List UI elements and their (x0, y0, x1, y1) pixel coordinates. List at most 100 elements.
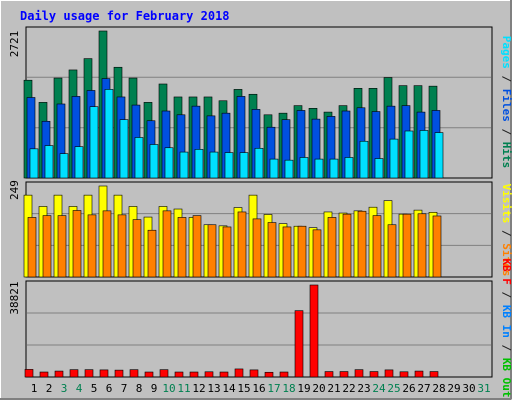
x-tick-label: 8 (136, 382, 143, 395)
bar-kb-f-day-22 (339, 371, 349, 378)
bar-kb-f-day-8 (129, 369, 139, 378)
bar-sites-day-16 (252, 218, 262, 278)
bar-pages-day-19 (299, 157, 309, 179)
bar-sites-day-3 (57, 215, 67, 278)
x-tick-label: 3 (61, 382, 68, 395)
bar-sites-day-10 (162, 210, 172, 278)
bar-pages-day-21 (329, 158, 339, 179)
x-tick-label: 5 (91, 382, 98, 395)
bar-pages-day-1 (29, 148, 39, 179)
bar-kb-f-day-18 (279, 371, 289, 378)
x-tick-label: 11 (177, 382, 190, 395)
top-panel-max-label: 2721 (8, 31, 21, 58)
bar-pages-day-16 (254, 147, 264, 179)
x-tick-label: 13 (207, 382, 220, 395)
mid-panel-legend: Visits / Sites (500, 184, 512, 277)
bar-kb-f-day-27 (414, 370, 424, 378)
bar-kb-f-day-6 (99, 369, 109, 378)
bar-sites-day-20 (312, 229, 322, 278)
bar-kb-f-day-4 (69, 369, 79, 378)
bar-pages-day-27 (419, 130, 429, 179)
bar-kb-f-day-14 (219, 371, 229, 378)
bar-sites-day-12 (192, 215, 202, 278)
bar-sites-day-21 (327, 217, 337, 278)
bar-pages-day-11 (179, 151, 189, 179)
bar-pages-day-6 (104, 89, 114, 179)
x-tick-label: 21 (327, 382, 340, 395)
x-tick-label: 25 (387, 382, 400, 395)
x-tick-label: 9 (151, 382, 158, 395)
bar-kb-f-day-13 (204, 371, 214, 378)
bar-sites-day-24 (372, 215, 382, 278)
x-tick-label: 6 (106, 382, 113, 395)
bar-pages-day-9 (149, 144, 159, 179)
bar-pages-day-24 (374, 158, 384, 179)
top-panel-legend: Pages / Files / Hits (500, 36, 512, 169)
x-tick-label: 2 (46, 382, 53, 395)
bar-pages-day-15 (239, 152, 249, 179)
bar-kb-f-day-3 (54, 370, 64, 378)
bar-sites-day-6 (102, 210, 112, 278)
bar-pages-day-28 (434, 132, 444, 179)
mid-panel-max-label: 249 (8, 180, 21, 200)
x-tick-label: 4 (76, 382, 83, 395)
bar-pages-day-2 (44, 145, 54, 179)
bar-sites-day-26 (402, 213, 412, 278)
bar-pages-day-13 (209, 151, 219, 179)
x-tick-label: 17 (267, 382, 280, 395)
bar-kb-f-day-5 (84, 369, 94, 378)
bar-kb-f-day-9 (144, 371, 154, 378)
bar-pages-day-4 (74, 146, 84, 179)
x-tick-label: 7 (121, 382, 128, 395)
bar-sites-day-25 (387, 224, 397, 278)
x-tick-label: 15 (237, 382, 250, 395)
bar-sites-day-14 (222, 226, 232, 278)
x-tick-label: 10 (162, 382, 175, 395)
bar-pages-day-20 (314, 158, 324, 179)
x-tick-label: 23 (357, 382, 370, 395)
bar-pages-day-25 (389, 138, 399, 179)
bar-kb-f-day-15 (234, 368, 244, 378)
bar-kb-f-day-17 (264, 371, 274, 378)
bar-sites-day-9 (147, 229, 157, 278)
bar-kb-f-day-21 (324, 371, 334, 378)
bar-sites-day-18 (282, 226, 292, 278)
x-tick-label: 20 (312, 382, 325, 395)
bar-sites-day-1 (27, 217, 37, 278)
bar-kb-f-day-28 (429, 371, 439, 378)
bar-sites-day-27 (417, 213, 427, 278)
bar-pages-day-8 (134, 137, 144, 179)
bar-kb-f-day-1 (24, 369, 34, 378)
bar-kb-f-day-10 (159, 369, 169, 378)
x-tick-label: 26 (402, 382, 415, 395)
bar-sites-day-5 (87, 214, 97, 278)
bar-sites-day-28 (432, 215, 442, 278)
x-tick-label: 27 (417, 382, 430, 395)
bar-pages-day-5 (89, 106, 99, 179)
bar-sites-day-17 (267, 222, 277, 278)
bar-sites-day-7 (117, 214, 127, 278)
x-tick-label: 16 (252, 382, 265, 395)
bar-kb-f-day-20 (309, 284, 319, 378)
x-tick-label: 1 (31, 382, 38, 395)
bar-pages-day-14 (224, 152, 234, 179)
bar-sites-day-13 (207, 224, 217, 278)
chart-title: Daily usage for February 2018 (20, 9, 230, 23)
bar-pages-day-26 (404, 130, 414, 179)
bar-kb-f-day-23 (354, 369, 364, 378)
x-tick-label: 12 (192, 382, 205, 395)
bar-kb-f-day-2 (39, 371, 49, 378)
bar-sites-day-22 (342, 213, 352, 278)
bar-sites-day-2 (42, 215, 52, 278)
bar-pages-day-12 (194, 149, 204, 179)
x-tick-label: 30 (462, 382, 475, 395)
bar-sites-day-15 (237, 211, 247, 278)
x-tick-label: 18 (282, 382, 295, 395)
bar-kb-f-day-25 (384, 369, 394, 378)
bar-kb-f-day-16 (249, 369, 259, 378)
bar-kb-f-day-19 (294, 310, 304, 378)
bar-kb-f-day-12 (189, 371, 199, 378)
bottom-panel-max-label: 38821 (8, 281, 21, 314)
panel-frame (25, 280, 493, 378)
